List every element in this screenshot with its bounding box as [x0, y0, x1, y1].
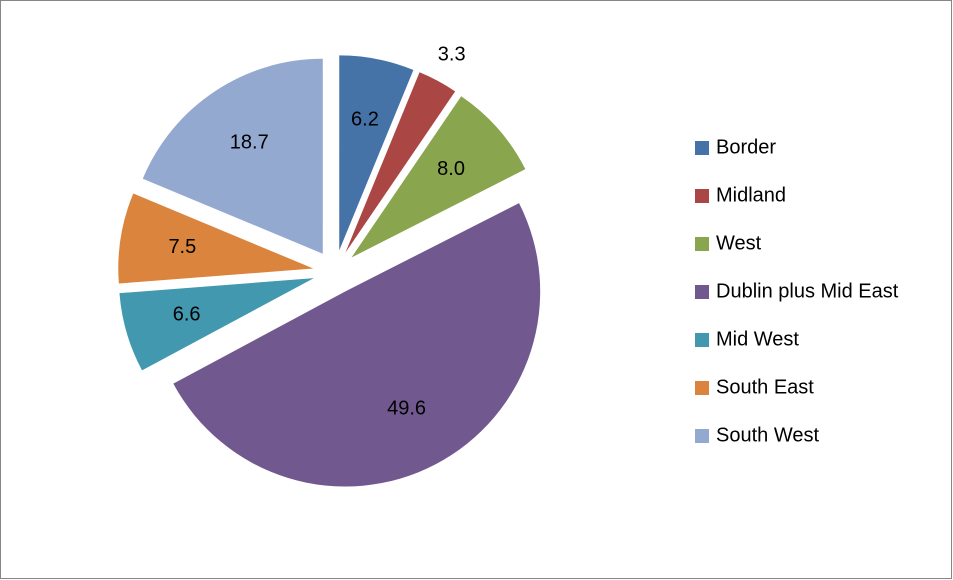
legend-swatch — [695, 237, 709, 251]
legend-swatch — [695, 333, 709, 347]
data-label: 7.5 — [168, 236, 196, 258]
data-label: 6.6 — [173, 304, 201, 326]
legend-swatch — [695, 189, 709, 203]
pie-slice — [345, 72, 456, 253]
data-label: 3.3 — [438, 43, 466, 65]
legend-swatch — [695, 381, 709, 395]
data-label: 8.0 — [437, 158, 465, 180]
pie-slice — [142, 58, 323, 254]
legend-swatch — [695, 429, 709, 443]
legend-swatch — [695, 285, 709, 299]
data-label: 49.6 — [387, 397, 426, 419]
pie-slice — [118, 193, 314, 284]
legend-label: West — [716, 232, 762, 254]
legend-label: Mid West — [716, 328, 799, 350]
data-label: 18.7 — [230, 132, 269, 154]
pie-slice — [119, 278, 314, 371]
pie-slice — [351, 96, 526, 258]
legend-swatch — [695, 141, 709, 155]
legend-label: Midland — [716, 184, 786, 206]
pie-slice — [339, 55, 414, 251]
legend-label: Dublin plus Mid East — [716, 280, 899, 302]
legend-label: South East — [716, 376, 814, 398]
legend-label: South West — [716, 424, 819, 446]
legend-label: Border — [716, 136, 776, 158]
data-label: 6.2 — [351, 109, 379, 131]
pie-slice — [173, 203, 541, 487]
